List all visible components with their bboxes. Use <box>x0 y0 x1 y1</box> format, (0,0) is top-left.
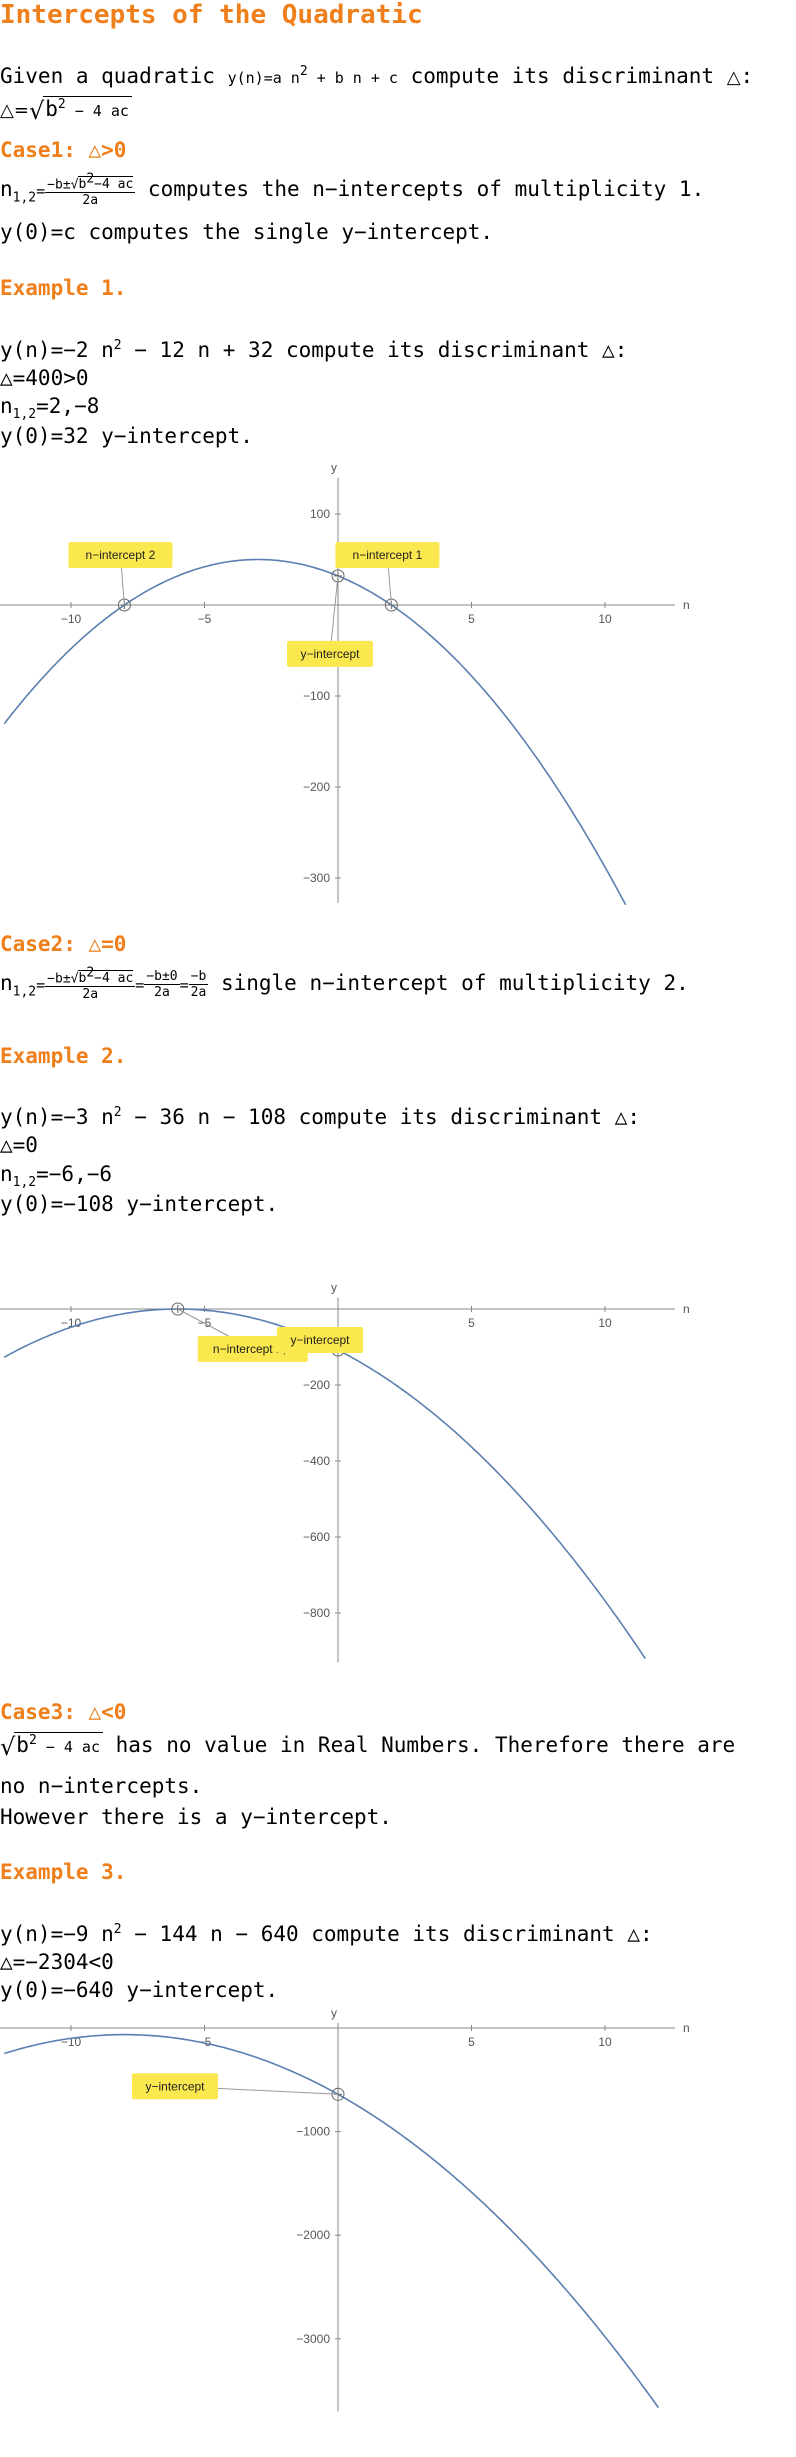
y-tick-label: −200 <box>303 1378 330 1392</box>
case2-roots-formula: n1,2= −b±√b2−4 ac 2a = −b±0 2a = −b 2a single n−… <box>0 966 689 1003</box>
example1-y-intercept: y(0)=32 y−intercept. <box>0 424 253 448</box>
y-tick-label: −400 <box>303 1454 330 1468</box>
intro-line: Given a quadratic y(n)=a n2 + b n + c co… <box>0 64 754 88</box>
case1-roots-formula: n1,2= −b±√b2−4 ac 2a computes the n−interc… <box>0 172 705 209</box>
case3-heading: Case3: △<0 <box>0 1700 127 1724</box>
parabola-curve <box>4 2033 660 2409</box>
example3-equation: y(n)=−9 n2 − 144 n − 640 compute its dis… <box>0 1922 653 1946</box>
page-title: Intercepts of the Quadratic <box>0 0 423 30</box>
y-tick-label: −3000 <box>296 2332 330 2346</box>
x-tick-label: 10 <box>598 2035 612 2049</box>
example1-heading: Example 1. <box>0 276 127 300</box>
intercept-callout-label: n−intercept 1 <box>353 548 423 562</box>
y-tick-label: −300 <box>303 871 330 885</box>
example2-discriminant: △=0 <box>0 1133 38 1157</box>
intercept-callout <box>132 2073 218 2100</box>
y-tick-label: −2000 <box>296 2228 330 2242</box>
x-axis-label: n <box>683 1302 690 1316</box>
x-tick-label: 5 <box>468 1316 475 1330</box>
y-tick-label: 100 <box>310 507 330 521</box>
discriminant-definition: △=√b2 − 4 ac <box>0 96 132 125</box>
intercept-marker <box>331 569 345 583</box>
y-tick-label: −1000 <box>296 2125 330 2139</box>
x-tick-label: 10 <box>598 1316 612 1330</box>
quadratic-formula-fraction: −b±√b2−4 ac 2a <box>45 172 136 209</box>
intercept-callout <box>277 1327 363 1354</box>
intercept-callout <box>335 542 440 568</box>
intercept-callout-label: y−intercept <box>145 2079 205 2093</box>
case3-text-3: However there is a y−intercept. <box>0 1805 392 1829</box>
y-tick-label: −100 <box>303 689 330 703</box>
case2-heading: Case2: △=0 <box>0 932 127 956</box>
x-tick-label: −5 <box>198 612 212 626</box>
example3-discriminant: △=−2304<0 <box>0 1950 114 1974</box>
example1-discriminant: △=400>0 <box>0 366 89 390</box>
x-tick-label: −5 <box>198 2035 212 2049</box>
x-axis-label: n <box>683 2021 690 2035</box>
y-tick-label: −600 <box>303 1530 330 1544</box>
example1-parabola-chart: n y −10 −5 5 10 100 −100 −200 −300 n−intercept 2 n−… <box>0 461 690 905</box>
intercept-callout-label: n−intercept 1,2 <box>213 1342 293 1356</box>
intercept-marker <box>171 1302 185 1316</box>
case3-text: √b2 − 4 ac has no value in Real Numbers.… <box>0 1732 736 1761</box>
y-tick-label: −800 <box>303 1606 330 1620</box>
intercept-callout <box>287 640 373 667</box>
x-tick-label: −10 <box>61 1316 82 1330</box>
x-axis-label: n <box>683 598 690 612</box>
intercept-callout-label: y−intercept <box>290 1333 350 1347</box>
case1-heading: Case1: △>0 <box>0 138 127 162</box>
example1-equation: y(n)=−2 n2 − 12 n + 32 compute its discr… <box>0 338 628 362</box>
intercept-callout-label: n−intercept 2 <box>86 548 156 562</box>
case1-y-intercept-text: y(0)=c computes the single y−intercept. <box>0 220 494 244</box>
y-axis-label: y <box>331 461 337 475</box>
y-tick-label: −200 <box>303 780 330 794</box>
example3-y-intercept: y(0)=−640 y−intercept. <box>0 1978 279 2002</box>
y-axis-label: y <box>331 1281 337 1295</box>
example2-equation: y(n)=−3 n2 − 36 n − 108 compute its disc… <box>0 1105 640 1129</box>
parabola-curve <box>3 558 627 905</box>
x-tick-label: 10 <box>598 612 612 626</box>
intercept-callout <box>68 542 173 568</box>
example3-heading: Example 3. <box>0 1860 127 1884</box>
example1-roots: n1,2=2,−8 <box>0 394 100 423</box>
x-tick-label: 5 <box>468 612 475 626</box>
y-axis-label: y <box>331 2010 337 2020</box>
example2-roots: n1,2=−6,−6 <box>0 1162 112 1191</box>
case3-text-2: no n−intercepts. <box>0 1774 203 1798</box>
example2-heading: Example 2. <box>0 1044 127 1068</box>
example2-y-intercept: y(0)=−108 y−intercept. <box>0 1192 279 1216</box>
x-tick-label: 5 <box>468 2035 475 2049</box>
intercept-callout-label: y−intercept <box>300 647 360 661</box>
x-tick-label: −10 <box>61 612 82 626</box>
